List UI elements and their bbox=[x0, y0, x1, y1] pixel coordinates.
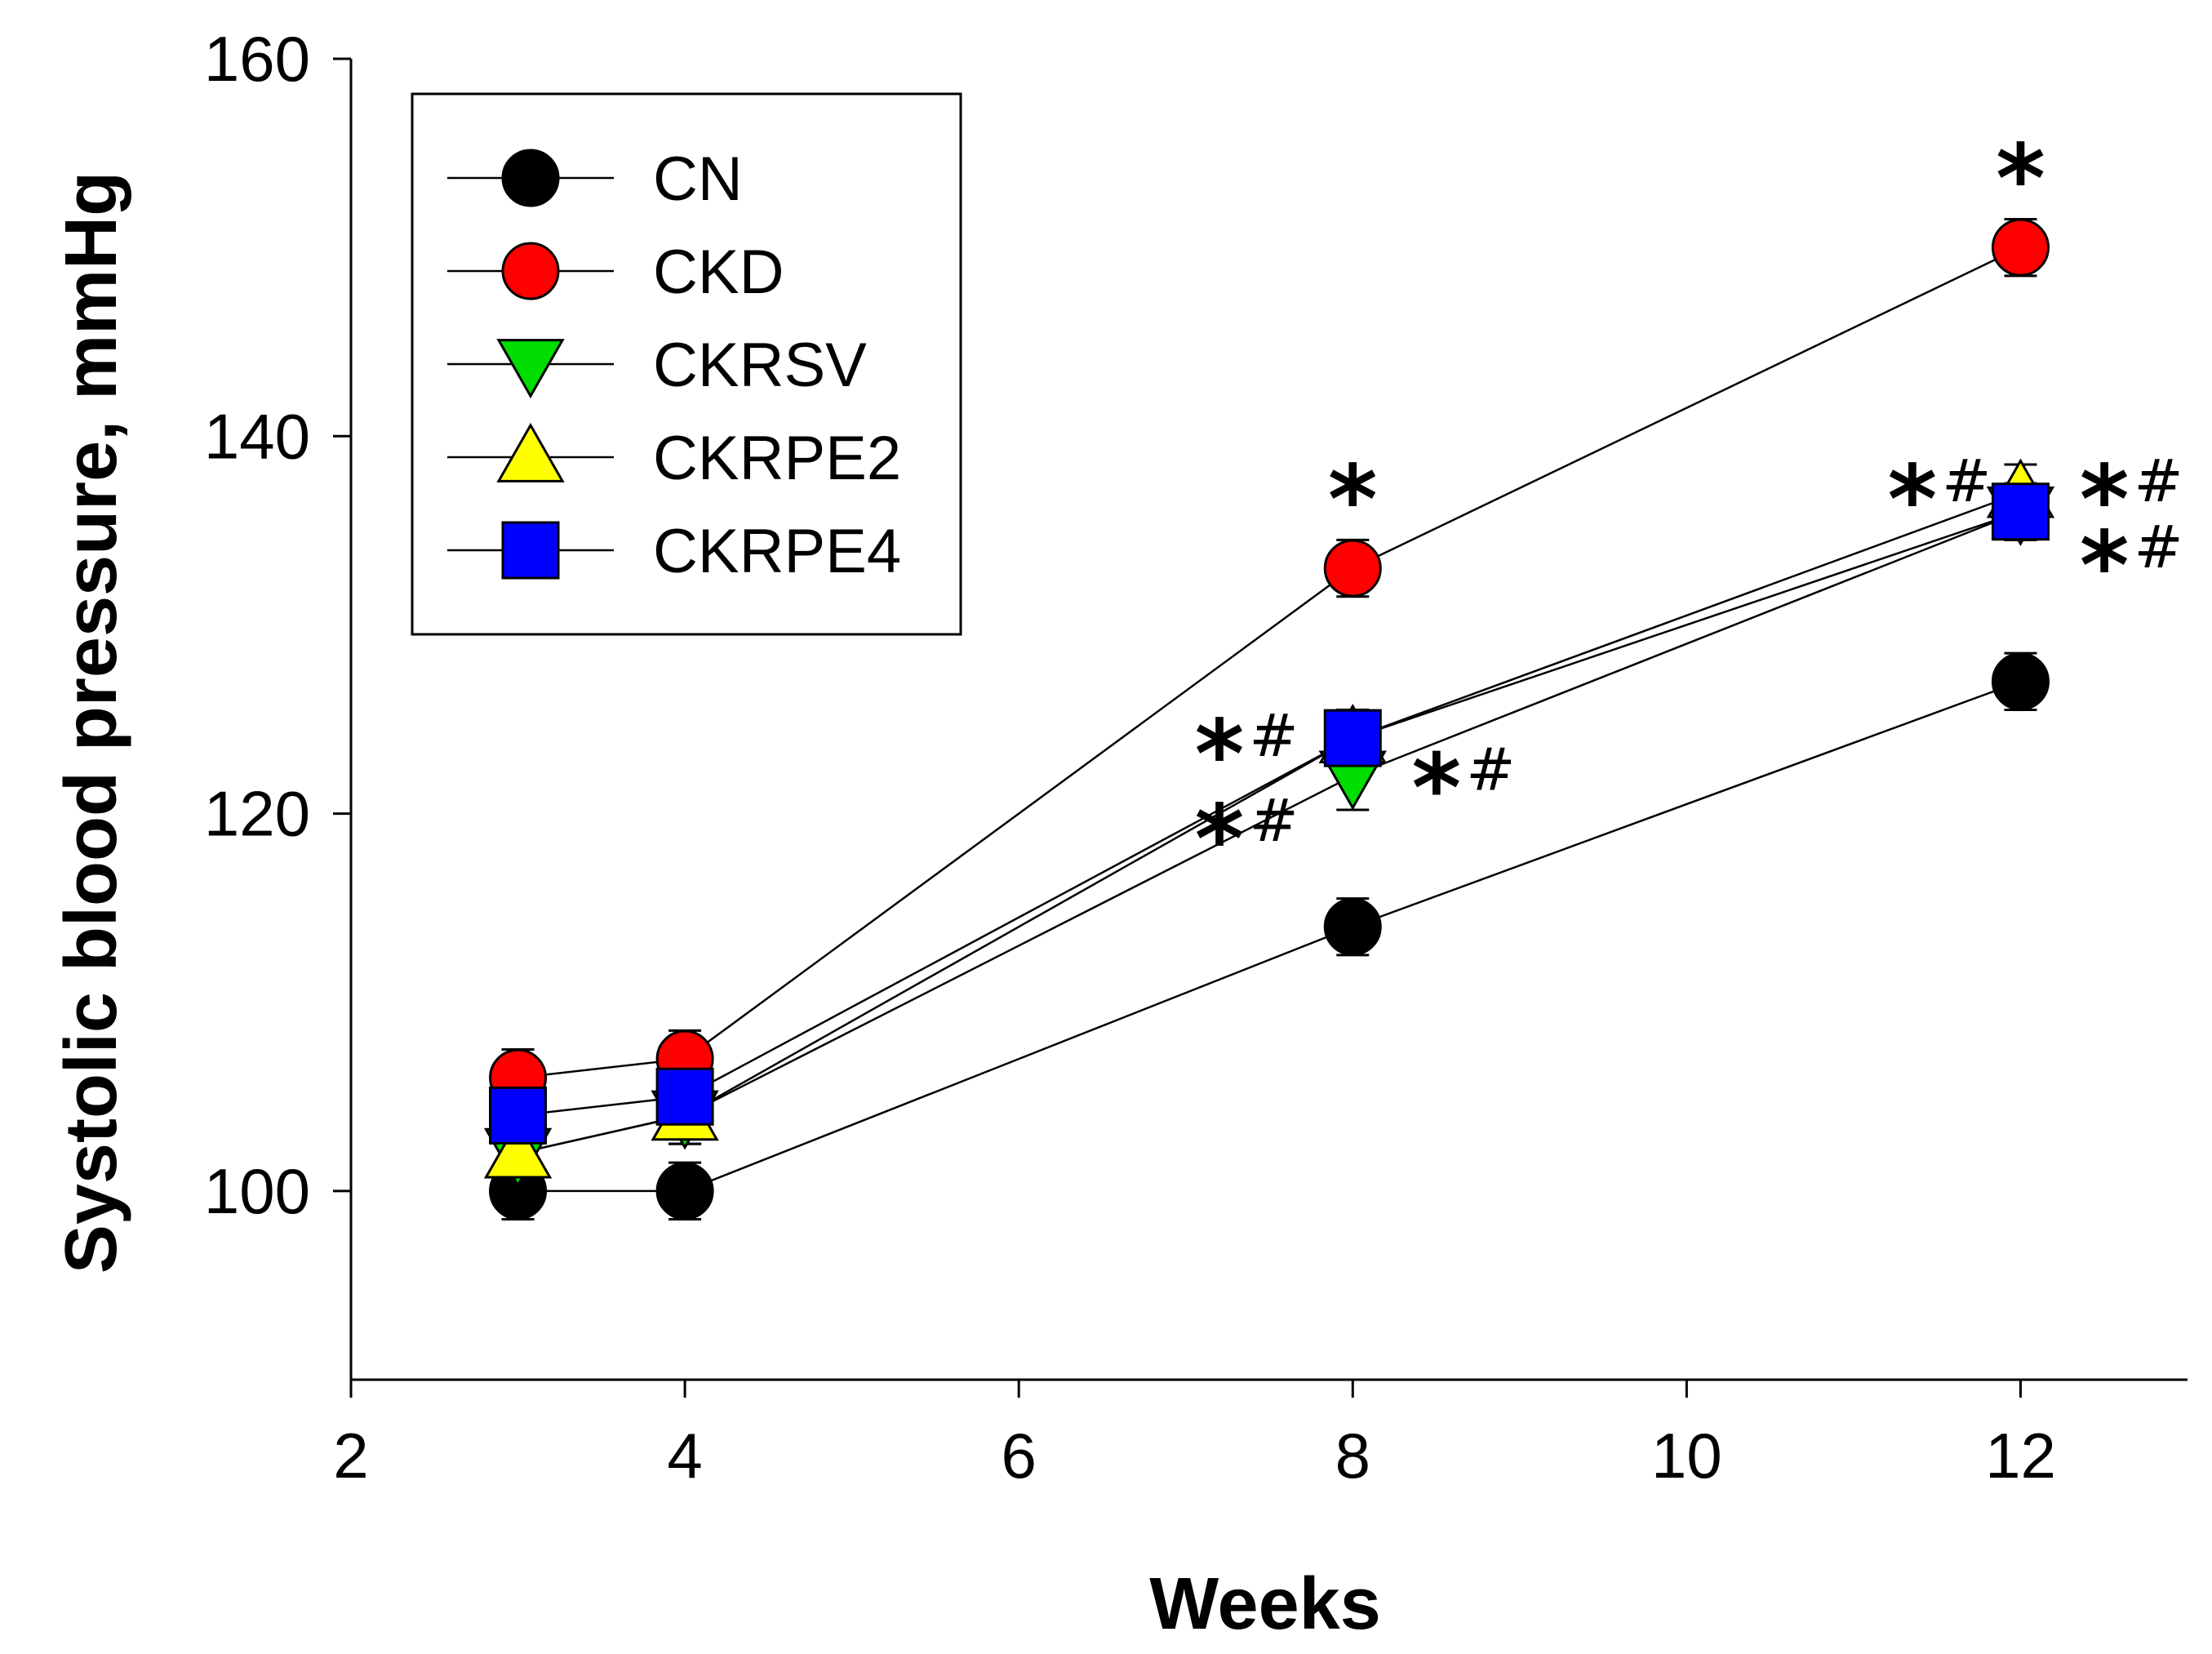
annotation-star-5: * bbox=[1888, 445, 1938, 555]
marker-cn-4 bbox=[655, 1162, 714, 1220]
annotation-hash-7: # bbox=[2134, 513, 2183, 581]
legend-marker-ckrpe4 bbox=[501, 521, 560, 580]
annotation-hash-2: # bbox=[1249, 701, 1298, 770]
y-tick-label-120: 120 bbox=[204, 778, 310, 850]
annotation-hash-3: # bbox=[1249, 786, 1298, 855]
annotation-hash-6: # bbox=[2134, 447, 2183, 515]
y-tick-label-140: 140 bbox=[204, 400, 310, 472]
legend-marker-cn bbox=[501, 149, 560, 207]
legend: CN CKD CKRSV CKRPE2 CKRPE4 bbox=[411, 92, 962, 636]
legend-label-ckd: CKD bbox=[653, 238, 784, 307]
legend-marker-ckd bbox=[501, 242, 560, 300]
marker-cn-8 bbox=[1323, 897, 1382, 956]
marker-ckrpe4-3 bbox=[489, 1086, 548, 1145]
legend-label-ckrsv: CKRSV bbox=[653, 331, 867, 400]
marker-cn-12 bbox=[1991, 652, 2050, 711]
x-tick-label-12: 12 bbox=[1985, 1420, 2056, 1492]
marker-ckd-8 bbox=[1323, 539, 1382, 598]
series-line-ckrpe2 bbox=[517, 491, 2021, 1154]
annotation-star-1: * bbox=[1996, 124, 2045, 234]
annotation-star-3: * bbox=[1195, 785, 1245, 895]
legend-marker-ckrsv bbox=[496, 339, 565, 399]
y-tick-label-160: 160 bbox=[204, 23, 310, 95]
annotation-hash-4: # bbox=[1466, 736, 1515, 804]
y-axis-title: Systolic blood pressure, mmHg bbox=[51, 171, 132, 1274]
series-line-ckd bbox=[517, 247, 2021, 1079]
annotation-star-4: * bbox=[1412, 734, 1462, 844]
y-tick-label-100: 100 bbox=[204, 1155, 310, 1227]
series-line-ckrpe4 bbox=[517, 510, 2021, 1117]
series-lines bbox=[517, 247, 2021, 1193]
axes: 2 4 6 8 10 12 100 120 140 160 bbox=[204, 23, 2188, 1492]
legend-label-ckrpe4: CKRPE4 bbox=[653, 517, 901, 586]
annotation-hash-5: # bbox=[1942, 447, 1991, 515]
significance-annotations: *** #* # * #* # * #* # bbox=[1195, 124, 2183, 895]
marker-ckd-12 bbox=[1991, 218, 2050, 277]
annotation-star-7: * bbox=[2080, 511, 2130, 621]
x-axis-title: Weeks bbox=[1149, 1563, 1381, 1645]
marker-ckrpe4-12 bbox=[1991, 482, 2050, 541]
x-tick-label-10: 10 bbox=[1651, 1420, 1722, 1492]
x-tick-label-6: 6 bbox=[1001, 1420, 1036, 1492]
legend-label-cn: CN bbox=[653, 145, 743, 214]
annotation-star-2: * bbox=[1195, 700, 1245, 810]
marker-ckrpe4-4 bbox=[655, 1067, 714, 1126]
x-tick-label-4: 4 bbox=[667, 1420, 702, 1492]
x-tick-label-2: 2 bbox=[333, 1420, 368, 1492]
legend-label-ckrpe2: CKRPE2 bbox=[653, 424, 901, 493]
marker-ckrpe2-3 bbox=[483, 1118, 553, 1179]
legend-marker-ckrpe2 bbox=[496, 422, 565, 482]
annotation-star-0: * bbox=[1328, 445, 1378, 555]
marker-ckrpe4-8 bbox=[1323, 709, 1382, 767]
x-tick-label-8: 8 bbox=[1335, 1420, 1370, 1492]
data-markers bbox=[483, 218, 2055, 1220]
annotation-star-6: * bbox=[2080, 445, 2130, 555]
series-line-cn bbox=[517, 680, 2021, 1193]
